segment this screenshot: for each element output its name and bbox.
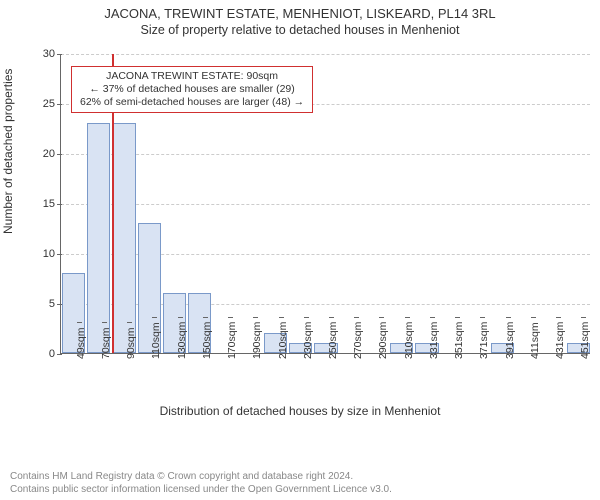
x-tick-label: 190sqm <box>251 322 263 359</box>
x-tick-label: 451sqm <box>579 322 591 359</box>
x-tick-label: 210sqm <box>277 322 289 359</box>
y-tick-label: 30 <box>33 48 61 60</box>
y-tick-label: 15 <box>33 198 61 210</box>
x-tick-label: 90sqm <box>125 327 137 359</box>
footer-line-2: Contains public sector information licen… <box>10 484 600 497</box>
x-tick-label: 331sqm <box>428 322 440 359</box>
x-tick-label: 290sqm <box>377 322 389 359</box>
page-title: JACONA, TREWINT ESTATE, MENHENIOT, LISKE… <box>0 6 600 21</box>
bar <box>87 123 110 353</box>
x-tick-label: 70sqm <box>100 327 112 359</box>
x-tick-label: 371sqm <box>478 322 490 359</box>
footer-line-1: Contains HM Land Registry data © Crown c… <box>10 471 600 484</box>
chart-container: Number of detached properties JACONA TRE… <box>0 44 600 424</box>
x-axis-label: Distribution of detached houses by size … <box>160 404 441 418</box>
x-tick-label: 270sqm <box>352 322 364 359</box>
x-tick-label: 431sqm <box>554 322 566 359</box>
footer: Contains HM Land Registry data © Crown c… <box>10 471 600 496</box>
x-tick-label: 230sqm <box>302 322 314 359</box>
x-tick-label: 351sqm <box>453 322 465 359</box>
x-tick-label: 391sqm <box>504 322 516 359</box>
annotation-line-3: 62% of semi-detached houses are larger (… <box>80 96 304 109</box>
gridline <box>61 204 590 205</box>
y-tick-label: 0 <box>33 348 61 360</box>
y-tick-label: 20 <box>33 148 61 160</box>
y-tick-label: 25 <box>33 98 61 110</box>
gridline <box>61 154 590 155</box>
x-tick-label: 250sqm <box>327 322 339 359</box>
y-tick-label: 10 <box>33 248 61 260</box>
bar <box>112 123 135 353</box>
x-tick-label: 130sqm <box>176 322 188 359</box>
indicator-annotation: JACONA TREWINT ESTATE: 90sqm ← 37% of de… <box>71 66 313 113</box>
x-tick-label: 150sqm <box>201 322 213 359</box>
gridline <box>61 54 590 55</box>
x-tick-label: 411sqm <box>529 322 541 359</box>
y-axis-label: Number of detached properties <box>1 69 15 234</box>
y-tick-label: 5 <box>33 298 61 310</box>
x-tick-label: 310sqm <box>403 322 415 359</box>
x-tick-label: 170sqm <box>226 322 238 359</box>
annotation-line-2: ← 37% of detached houses are smaller (29… <box>80 83 304 96</box>
plot-area: JACONA TREWINT ESTATE: 90sqm ← 37% of de… <box>60 54 590 354</box>
x-tick-label: 110sqm <box>150 322 162 359</box>
annotation-line-1: JACONA TREWINT ESTATE: 90sqm <box>80 70 304 83</box>
x-tick-label: 49sqm <box>75 327 87 359</box>
page-subtitle: Size of property relative to detached ho… <box>0 23 600 37</box>
